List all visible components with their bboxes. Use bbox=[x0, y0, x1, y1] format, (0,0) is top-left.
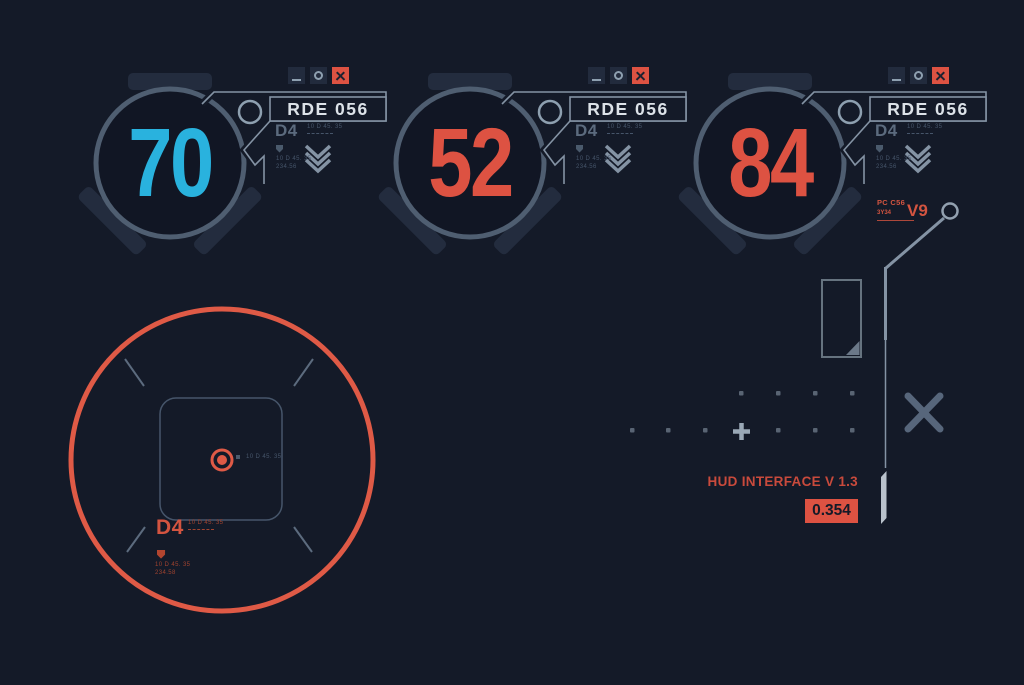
dot-grid bbox=[630, 391, 855, 433]
panel-micro-line2: 234.56 bbox=[276, 164, 297, 170]
bullseye-center bbox=[217, 455, 227, 465]
close-button[interactable] bbox=[632, 67, 649, 84]
restore-button[interactable] bbox=[610, 67, 627, 84]
reticle-micro-line2: 234.58 bbox=[155, 570, 176, 576]
micro-dash bbox=[607, 133, 633, 134]
micro-dash bbox=[307, 133, 333, 134]
outline-rectangle bbox=[821, 279, 862, 358]
minimize-icon bbox=[292, 79, 301, 81]
restore-icon bbox=[614, 71, 623, 80]
reticle-micro-center: 10 D 45. 35 bbox=[246, 454, 282, 460]
pc-underline bbox=[877, 220, 914, 221]
shield-icon bbox=[157, 550, 166, 559]
reticle-micro-side: 10 D 45. 35 bbox=[188, 520, 224, 526]
shield-icon bbox=[576, 145, 583, 153]
reticle-micro-line1: 10 D 45. 35 bbox=[155, 562, 191, 568]
gauge-value: 52 bbox=[428, 108, 514, 217]
minimize-icon bbox=[892, 79, 901, 81]
panel-micro-line1: 10 D 45. 35 bbox=[576, 156, 612, 162]
panel-title: RDE 056 bbox=[887, 98, 969, 119]
panel-ring-icon bbox=[237, 99, 263, 125]
restore-icon bbox=[314, 71, 323, 80]
panel-ring-icon bbox=[537, 99, 563, 125]
minimize-button[interactable] bbox=[888, 67, 905, 84]
center-marker-dot bbox=[236, 455, 240, 459]
pc-label: PC C56 bbox=[877, 198, 906, 207]
shield-icon bbox=[876, 145, 883, 153]
close-button[interactable] bbox=[932, 67, 949, 84]
panel-code: D4 bbox=[275, 121, 298, 140]
gauge-value: 84 bbox=[728, 108, 814, 217]
panel-micro-line1: 10 D 45. 35 bbox=[276, 156, 312, 162]
hud-value-badge: 0.354 bbox=[805, 499, 858, 523]
close-button[interactable] bbox=[332, 67, 349, 84]
pc-sub-label: 3Y34 bbox=[877, 210, 892, 216]
minimize-icon bbox=[592, 79, 601, 81]
reticle-code: D4 bbox=[156, 516, 184, 539]
plus-icon bbox=[733, 423, 750, 440]
panel-ring-icon bbox=[837, 99, 863, 125]
minimize-button[interactable] bbox=[588, 67, 605, 84]
minimize-button[interactable] bbox=[288, 67, 305, 84]
window-controls bbox=[288, 67, 349, 84]
connector-bright-bar bbox=[881, 471, 887, 524]
window-controls bbox=[888, 67, 949, 84]
panel-title: RDE 056 bbox=[587, 98, 669, 119]
window-controls bbox=[588, 67, 649, 84]
gauge-panel-3: RDE 056 D4 10 D 45. 35 10 D 45. 35 234.5… bbox=[600, 0, 1000, 270]
panel-micro-line1: 10 D 45. 35 bbox=[876, 156, 912, 162]
restore-button[interactable] bbox=[910, 67, 927, 84]
panel-code: D4 bbox=[575, 121, 598, 140]
corner-fill bbox=[846, 341, 860, 355]
panel-code: D4 bbox=[875, 121, 898, 140]
version-tag: V9 bbox=[907, 201, 928, 220]
gauge-value: 70 bbox=[128, 108, 214, 217]
panel-micro-top: 10 D 45. 35 bbox=[607, 124, 643, 130]
restore-button[interactable] bbox=[310, 67, 327, 84]
panel-micro-top: 10 D 45. 35 bbox=[307, 124, 343, 130]
hud-title: HUD INTERFACE V 1.3 bbox=[707, 474, 858, 489]
x-mark-icon[interactable] bbox=[904, 392, 944, 433]
targeting-reticle bbox=[68, 306, 376, 614]
restore-icon bbox=[914, 71, 923, 80]
panel-title: RDE 056 bbox=[287, 98, 369, 119]
panel-micro-line2: 234.56 bbox=[876, 164, 897, 170]
micro-dash bbox=[907, 133, 933, 134]
bullseye-icon bbox=[210, 448, 234, 472]
reticle-ring bbox=[68, 306, 376, 614]
close-icon bbox=[932, 67, 949, 84]
panel-micro-top: 10 D 45. 35 bbox=[907, 124, 943, 130]
shield-icon bbox=[276, 145, 283, 153]
panel-micro-line2: 234.56 bbox=[576, 164, 597, 170]
reticle-micro-dash bbox=[188, 529, 214, 530]
